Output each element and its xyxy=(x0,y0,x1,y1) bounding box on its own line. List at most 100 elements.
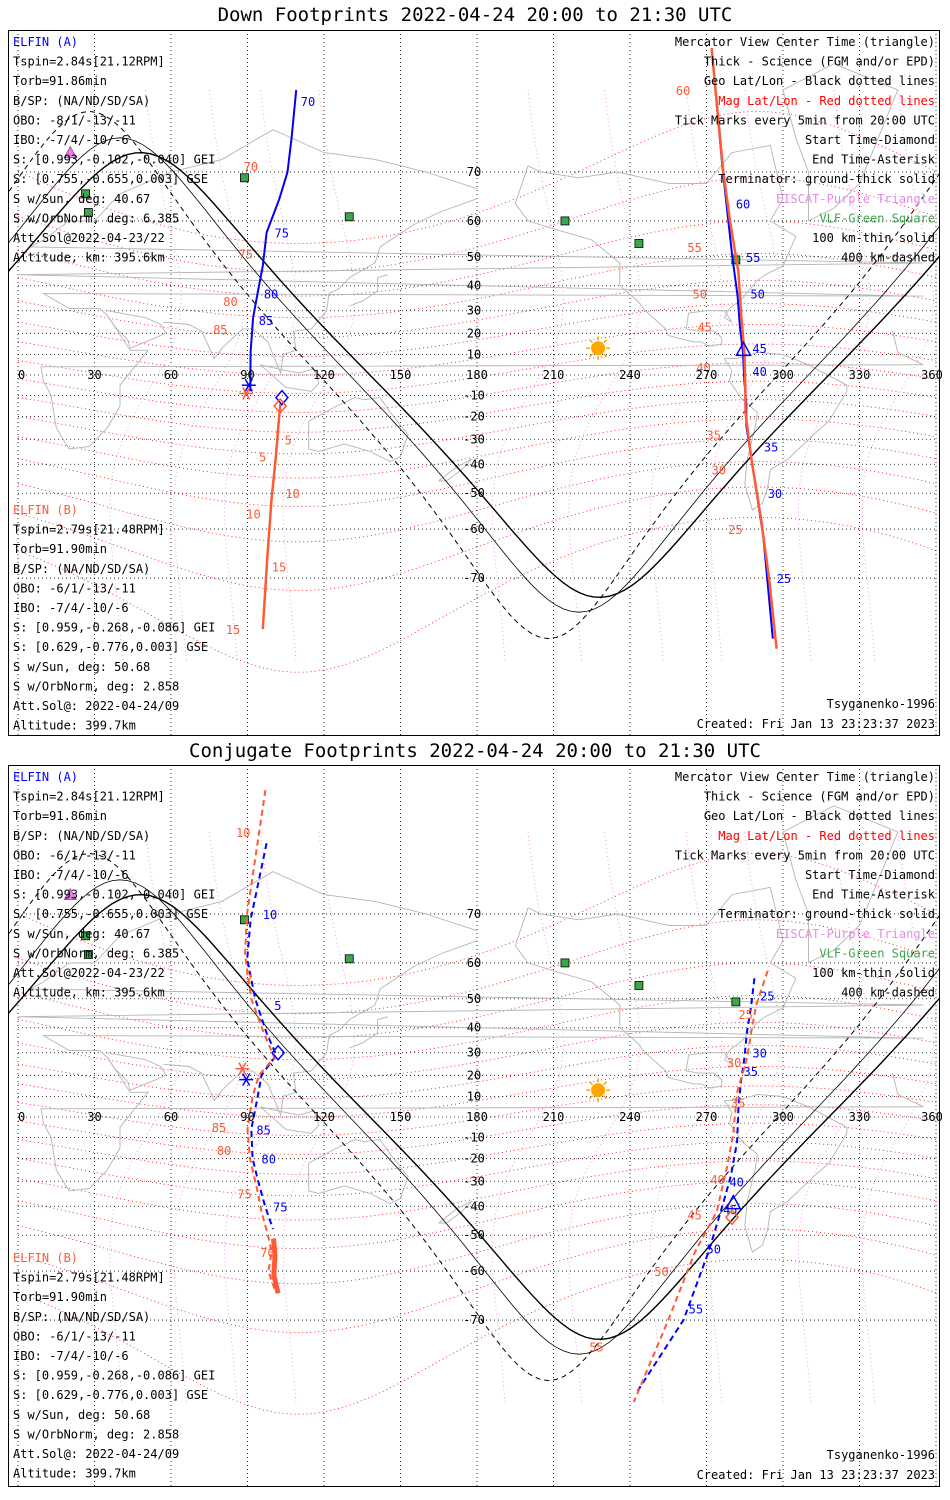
lon-tick-label: 120 xyxy=(313,368,335,382)
track-tick-label: 70 xyxy=(244,160,258,174)
elfin-a-info-line: Altitude, km: 395.6km xyxy=(13,986,165,1000)
track-tick-label: 85 xyxy=(259,314,273,328)
elfin-a-info-line: S: [0.755,-0.655,0.003] GSE xyxy=(13,172,208,186)
model-label: Tsyganenko-1996 xyxy=(827,1448,935,1462)
terminator-ground xyxy=(9,893,939,1341)
mag-lon-line xyxy=(282,831,356,1403)
lon-tick-label: 90 xyxy=(240,368,254,382)
coastline xyxy=(106,1052,167,1091)
center-time-triangle-marker xyxy=(735,340,752,357)
coastline xyxy=(349,1016,388,1049)
track-tick-label: 30 xyxy=(727,1056,741,1070)
start-diamond-marker xyxy=(725,1209,739,1226)
elfin-b-info-line: S w/Sun, deg: 50.68 xyxy=(13,1408,150,1422)
vlf-square-marker xyxy=(240,915,249,925)
sun-ray xyxy=(589,1081,593,1086)
track-tick-label: 35 xyxy=(764,440,778,454)
elfin-a-info-line: S w/OrbNorm, deg: 6.385 xyxy=(13,946,179,960)
lat-tick-label: 70 xyxy=(467,907,481,921)
lon-tick-label: 150 xyxy=(390,1110,412,1124)
lat-tick-label: 30 xyxy=(467,304,481,318)
vlf-square-marker xyxy=(731,997,741,1007)
elfin-a-info-line: S: [0.993,-0.102,-0.040] GEI xyxy=(13,888,215,902)
track-elfin-a-east xyxy=(636,978,756,1392)
track-tick-label: 85 xyxy=(213,323,227,337)
track-tick-label: 5 xyxy=(259,450,266,464)
track-tick-label: 50 xyxy=(692,288,706,302)
created-timestamp: Created: Fri Jan 13 23:23:37 2023 xyxy=(697,717,935,731)
coastline xyxy=(163,198,478,375)
coastline xyxy=(17,129,924,297)
bottom-panel-title: Conjugate Footprints 2022-04-24 20:00 to… xyxy=(189,740,761,762)
track-tick-label: 85 xyxy=(212,1121,226,1135)
legend-line: Terminator: ground-thick solid xyxy=(718,907,935,921)
track-tick-label: 25 xyxy=(777,572,791,586)
elfin-b-info-line: Torb=91.90min xyxy=(13,542,107,556)
elfin-a-info-line: S: [0.993,-0.102,-0.040] GEI xyxy=(13,153,215,167)
lat-tick-label: 40 xyxy=(467,279,481,293)
track-tick-label: 40 xyxy=(752,365,766,379)
elfin-a-info-line: S w/OrbNorm, deg: 6.385 xyxy=(13,211,179,225)
legend-line: Tick Marks every 5min from 20:00 UTC xyxy=(675,848,935,862)
track-tick-label: 70 xyxy=(260,1246,274,1260)
track-tick-label: 55 xyxy=(689,1303,703,1317)
mag-lon-line xyxy=(282,89,356,661)
terminator-100km xyxy=(9,879,939,1355)
track-elfin-b-west xyxy=(243,789,276,1289)
lat-tick-label: 10 xyxy=(467,1089,481,1103)
coastline xyxy=(514,144,797,347)
mag-lat-line xyxy=(17,279,937,338)
elfin-a-info-line: OBO: -8/1/-13/-11 xyxy=(13,113,136,127)
lon-tick-label: 300 xyxy=(772,368,794,382)
mag-lat-line xyxy=(17,438,937,507)
track-tick-label: 75 xyxy=(273,1200,287,1214)
legend-line: 100 km-thin solid xyxy=(812,966,935,980)
lat-tick-label: -30 xyxy=(463,1174,485,1188)
eiscat-triangle-marker xyxy=(63,887,77,901)
vlf-square-marker xyxy=(240,173,249,183)
lat-tick-label: 20 xyxy=(467,1068,481,1082)
elfin-a-name: ELFIN (A) xyxy=(13,770,78,784)
elfin-a-info-line: Torb=91.86min xyxy=(13,809,107,823)
elfin-a-info-line: Tspin=2.84s[21.12RPM] xyxy=(13,790,165,804)
lat-tick-label: -40 xyxy=(463,457,485,471)
elfin-a-info-line: B/SP: (NA/ND/SD/SA) xyxy=(13,94,150,108)
lon-tick-label: 270 xyxy=(696,1110,718,1124)
legend-line: Thick - Science (FGM and/or EPD) xyxy=(704,55,935,69)
track-tick-label: 25 xyxy=(728,523,742,537)
mag-lon-line xyxy=(109,89,182,661)
lon-tick-label: 330 xyxy=(849,368,871,382)
terminator-400km xyxy=(9,852,939,1382)
legend-line: Mercator View Center Time (triangle) xyxy=(675,770,935,784)
lon-tick-label: 60 xyxy=(164,368,178,382)
elfin-b-name: ELFIN (B) xyxy=(13,503,78,517)
lat-tick-label: -20 xyxy=(463,1152,485,1166)
elfin-a-info-line: S w/Sun, deg: 40.67 xyxy=(13,927,150,941)
mag-lat-line xyxy=(17,1021,937,1080)
track-tick-label: 25 xyxy=(738,1008,752,1022)
start-diamond-marker xyxy=(274,389,289,406)
vlf-square-marker xyxy=(83,208,93,217)
elfin-b-info-line: Tspin=2.79s[21.48RPM] xyxy=(13,523,165,537)
track-tick-label: 50 xyxy=(750,288,764,302)
elfin-b-info-line: S: [0.959,-0.268,-0.086] GEI xyxy=(13,1369,215,1383)
track-tick-label: 5 xyxy=(274,999,281,1013)
elfin-b-info-line: S w/Sun, deg: 50.68 xyxy=(13,660,150,674)
lon-tick-label: 60 xyxy=(164,1110,178,1124)
track-tick-label: 25 xyxy=(760,990,774,1004)
lat-tick-label: 50 xyxy=(467,992,481,1006)
track-tick-label: 10 xyxy=(285,487,299,501)
lon-tick-label: 360 xyxy=(921,368,943,382)
track-elfin-b-east xyxy=(632,970,769,1403)
panel-0-group: 7075808560555045403530255101560555045403… xyxy=(9,31,943,735)
coastline xyxy=(782,805,899,964)
lat-tick-label: -60 xyxy=(463,522,485,536)
track-tick-label: 5 xyxy=(284,433,291,447)
mag-lon-line xyxy=(109,831,182,1403)
start-diamond-marker xyxy=(271,1044,286,1061)
track-tick-label: 45 xyxy=(752,342,766,356)
lon-tick-label: 30 xyxy=(87,368,101,382)
lat-tick-label: -10 xyxy=(463,389,485,403)
mag-lon-line xyxy=(491,89,565,661)
